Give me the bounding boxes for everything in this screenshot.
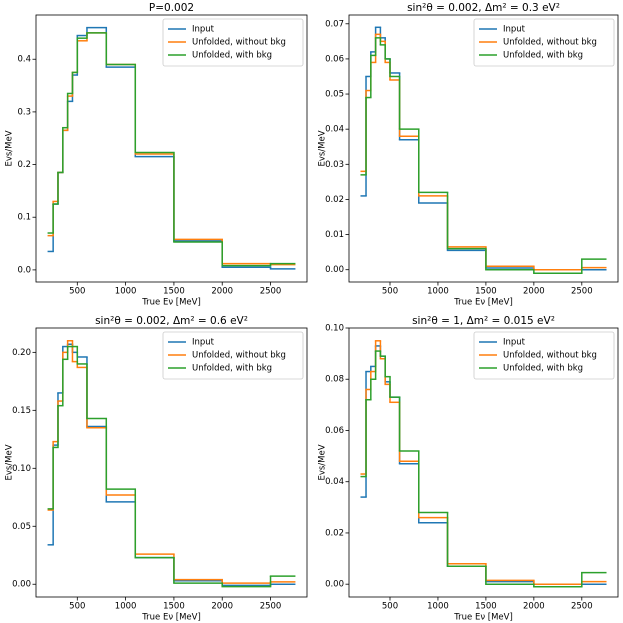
axes-frame [35,14,308,283]
x-tick-label: 1000 [115,602,137,612]
legend-label: Unfolded, with bkg [503,51,583,61]
y-tick-label: 0.20 [12,348,31,358]
y-tick-label: 0.0 [17,265,31,275]
y-tick-label: 0.04 [325,477,344,487]
legend-label: Input [503,338,526,348]
x-tick-label: 500 [69,287,85,297]
y-tick-label: 0.07 [325,19,344,29]
legend-label: Unfolded, with bkg [192,51,272,61]
axes-frame [348,14,619,283]
x-axis-label: True Eν [MeV] [141,298,201,308]
y-tick-label: 0.00 [325,265,344,275]
y-tick-label: 0.08 [325,375,344,385]
x-tick-label: 1500 [163,602,185,612]
x-axis-label: True Eν [MeV] [141,613,201,623]
x-axis-label: True Eν [MeV] [453,298,513,308]
axes-frame [348,327,619,598]
x-tick-label: 2500 [260,287,282,297]
legend-box [162,18,304,67]
legend-box [162,331,304,380]
legend-label: Input [503,25,526,35]
y-tick-label: 0.02 [325,195,344,205]
x-tick-label: 500 [382,602,398,612]
chart-title: P=0.002 [149,2,194,14]
legend-label: Input [192,25,215,35]
x-axis-label: True Eν [MeV] [453,613,513,623]
y-tick-label: 0.06 [325,426,344,436]
legend-label: Input [192,338,215,348]
y-tick-label: 0.4 [17,55,31,65]
x-tick-label: 2000 [211,287,233,297]
x-tick-label: 2500 [571,287,593,297]
panel: sin²θ = 1, Δm² = 0.015 eV² True Eν [MeV] E… [318,315,619,623]
y-tick-label: 0.10 [12,464,31,474]
panel: sin²θ = 0.002, Δm² = 0.3 eV² True Eν [MeV… [318,2,619,308]
y-tick-label: 0.1 [17,213,31,223]
y-axis-label: Evs/MeV [5,444,15,480]
y-tick-label: 0.02 [325,528,344,538]
y-tick-label: 0.06 [325,54,344,64]
legend-label: Unfolded, with bkg [192,364,272,374]
y-tick-label: 0.10 [325,324,344,334]
panel: sin²θ = 0.002, Δm² = 0.6 eV² True Eν [MeV… [5,315,308,623]
y-tick-label: 0.15 [12,406,31,416]
legend-label: Unfolded, with bkg [503,364,583,374]
y-axis-label: Evs/MeV [5,130,15,166]
x-tick-label: 500 [69,602,85,612]
legend-label: Unfolded, without bkg [192,351,286,361]
y-axis-label: Evs/MeV [318,130,328,166]
legend-label: Unfolded, without bkg [192,38,286,48]
y-tick-label: 0.01 [325,230,344,240]
axes-frame [35,327,308,598]
chart-title: sin²θ = 0.002, Δm² = 0.3 eV² [407,2,560,14]
y-tick-label: 0.04 [325,125,344,135]
y-tick-label: 0.03 [325,160,344,170]
legend-box [473,18,615,67]
x-tick-label: 1500 [475,602,497,612]
legend-label: Unfolded, without bkg [503,351,597,361]
chart-title: sin²θ = 1, Δm² = 0.015 eV² [412,315,555,327]
y-tick-label: 0.2 [17,160,31,170]
chart-title: sin²θ = 0.002, Δm² = 0.6 eV² [95,315,248,327]
legend-box [473,331,615,380]
y-axis-label: Evs/MeV [318,444,328,480]
x-tick-label: 1000 [427,602,449,612]
x-tick-label: 2500 [571,602,593,612]
y-tick-label: 0.00 [12,580,31,590]
y-tick-label: 0.3 [17,107,31,117]
y-tick-label: 0.05 [325,90,344,100]
x-tick-label: 2000 [523,602,545,612]
x-tick-label: 2000 [523,287,545,297]
x-tick-label: 1500 [163,287,185,297]
panel: P=0.002 True Eν [MeV] Evs/MeV 500 1000 1500 20… [5,2,308,308]
y-tick-label: 0.05 [12,522,31,532]
x-tick-label: 1500 [475,287,497,297]
x-tick-label: 1000 [427,287,449,297]
legend-label: Unfolded, without bkg [503,38,597,48]
x-tick-label: 500 [382,287,398,297]
x-tick-label: 2000 [211,602,233,612]
y-tick-label: 0.00 [325,580,344,590]
x-tick-label: 2500 [260,602,282,612]
x-tick-label: 1000 [115,287,137,297]
